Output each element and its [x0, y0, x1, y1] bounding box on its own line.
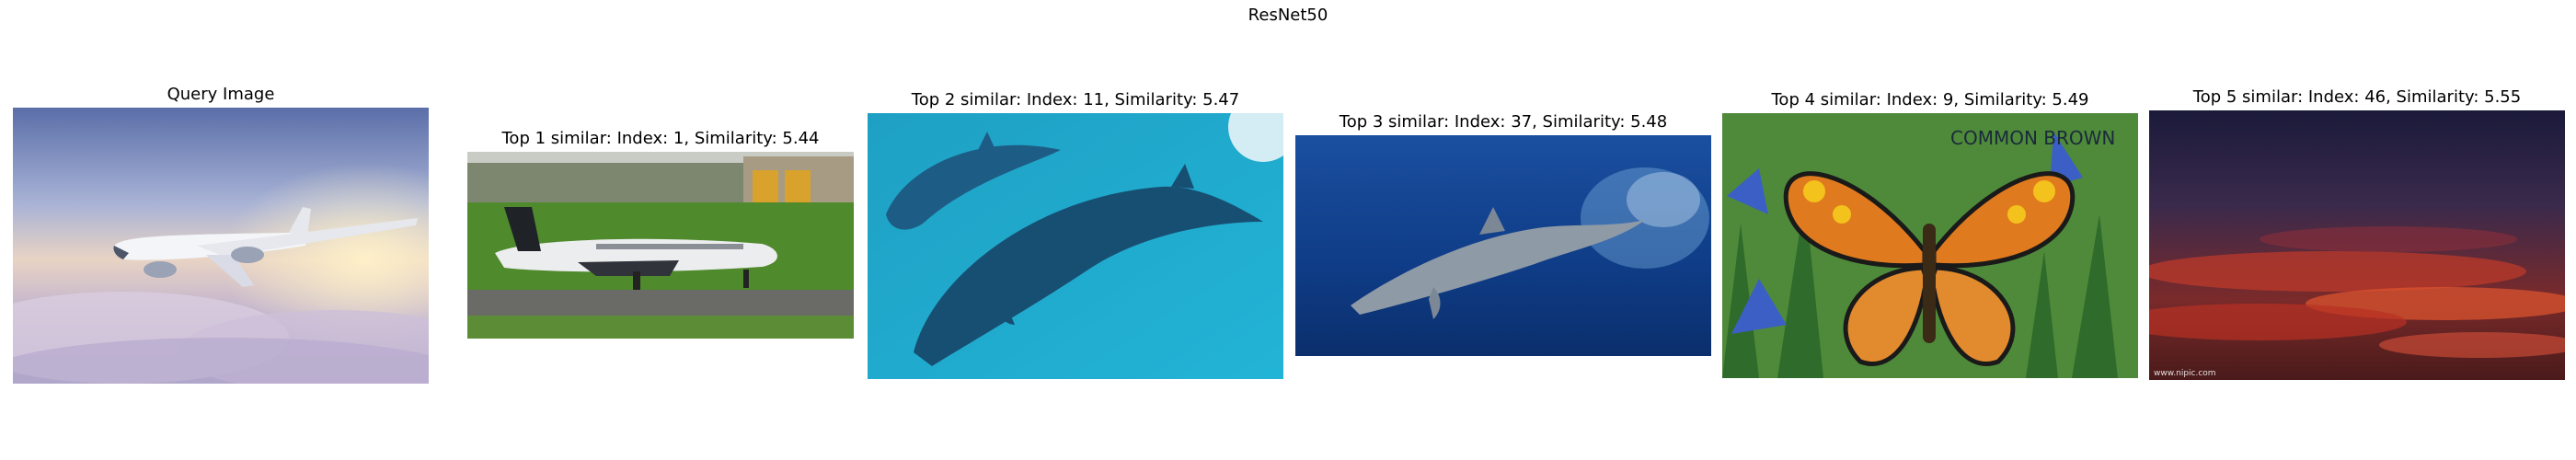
query-image — [13, 108, 429, 384]
result-image-1 — [467, 152, 854, 339]
query-panel: Query Image — [13, 0, 429, 460]
result-panel-1: Top 1 similar: Index: 1, Similarity: 5.4… — [467, 0, 854, 460]
result-panel-2: Top 2 similar: Index: 11, Similarity: 5.… — [868, 0, 1283, 460]
result-image-5: www.nipic.com — [2149, 110, 2565, 380]
panel-title: Top 5 similar: Index: 46, Similarity: 5.… — [2192, 87, 2522, 107]
panel-title: Query Image — [167, 85, 275, 104]
result-panel-5: Top 5 similar: Index: 46, Similarity: 5.… — [2149, 0, 2565, 460]
panel-title: Top 3 similar: Index: 37, Similarity: 5.… — [1339, 112, 1668, 132]
figure-title: ResNet50 — [1248, 6, 1328, 25]
panel-title: Top 4 similar: Index: 9, Similarity: 5.4… — [1771, 90, 2089, 109]
panel-title: Top 1 similar: Index: 1, Similarity: 5.4… — [501, 129, 820, 148]
result-image-3 — [1295, 135, 1711, 356]
panel-title: Top 2 similar: Index: 11, Similarity: 5.… — [911, 90, 1240, 109]
result-image-4: COMMON BROWN — [1722, 113, 2138, 378]
result-image-2 — [868, 113, 1283, 379]
svg-text:COMMON BROWN: COMMON BROWN — [1950, 127, 2115, 149]
svg-text:www.nipic.com: www.nipic.com — [2154, 369, 2216, 378]
result-panel-3: Top 3 similar: Index: 37, Similarity: 5.… — [1295, 0, 1711, 460]
result-panel-4: Top 4 similar: Index: 9, Similarity: 5.4… — [1722, 0, 2138, 460]
